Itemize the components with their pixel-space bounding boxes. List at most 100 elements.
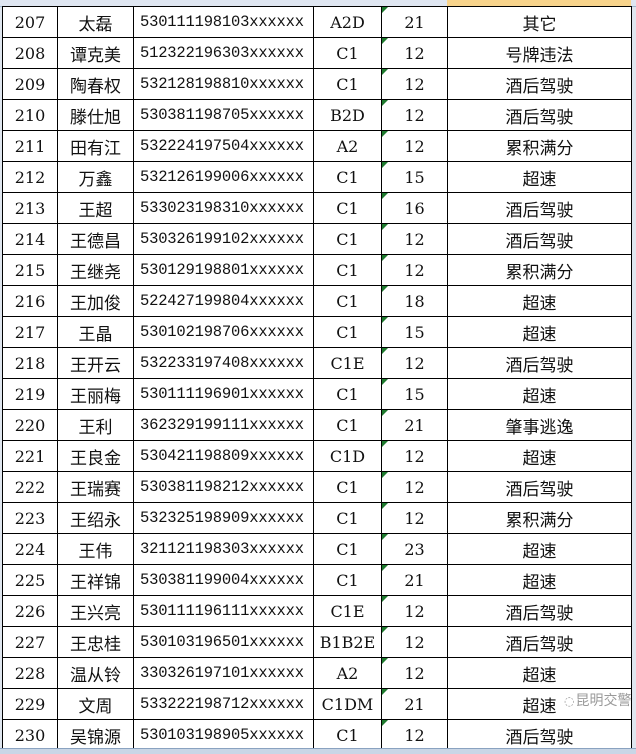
row-number[interactable]: 216 (2, 285, 58, 317)
points-cell[interactable]: 21 (381, 688, 448, 720)
license-class-cell[interactable]: C1 (313, 502, 382, 534)
name-cell[interactable]: 温从铃 (57, 657, 134, 689)
id-number-cell[interactable]: 530326199102xxxxxx (133, 223, 314, 255)
name-cell[interactable]: 王兴亮 (57, 595, 134, 627)
points-cell[interactable]: 12 (381, 471, 448, 503)
violation-reason-cell[interactable]: 累积满分 (447, 254, 632, 286)
license-class-cell[interactable]: C1 (313, 378, 382, 410)
id-number-cell[interactable]: 530111196111xxxxxx (133, 595, 314, 627)
name-cell[interactable]: 万鑫 (57, 161, 134, 193)
id-number-cell[interactable]: 362329199111xxxxxx (133, 409, 314, 441)
row-number[interactable]: 218 (2, 347, 58, 379)
violation-reason-cell[interactable]: 酒后驾驶 (447, 719, 632, 751)
name-cell[interactable]: 王德昌 (57, 223, 134, 255)
license-class-cell[interactable]: C1 (313, 409, 382, 441)
id-number-cell[interactable]: 512322196303xxxxxx (133, 37, 314, 69)
points-cell[interactable]: 12 (381, 37, 448, 69)
points-cell[interactable]: 12 (381, 223, 448, 255)
row-number[interactable]: 225 (2, 564, 58, 596)
violation-reason-cell[interactable]: 酒后驾驶 (447, 471, 632, 503)
row-number[interactable]: 211 (2, 130, 58, 162)
sheet-tabs-bar[interactable] (0, 748, 636, 754)
violation-reason-cell[interactable]: 超速 (447, 564, 632, 596)
id-number-cell[interactable]: 530421198809xxxxxx (133, 440, 314, 472)
row-number[interactable]: 229 (2, 688, 58, 720)
license-class-cell[interactable]: C1 (313, 564, 382, 596)
license-class-cell[interactable]: C1 (313, 471, 382, 503)
points-cell[interactable]: 12 (381, 130, 448, 162)
license-class-cell[interactable]: B2D (313, 99, 382, 131)
violation-reason-cell[interactable]: 超速 (447, 688, 632, 720)
license-class-cell[interactable]: C1D (313, 440, 382, 472)
id-number-cell[interactable]: 530103198905xxxxxx (133, 719, 314, 751)
license-class-cell[interactable]: C1E (313, 595, 382, 627)
id-number-cell[interactable]: 532126199006xxxxxx (133, 161, 314, 193)
row-number[interactable]: 214 (2, 223, 58, 255)
name-cell[interactable]: 王加俊 (57, 285, 134, 317)
id-number-cell[interactable]: 321121198303xxxxxx (133, 533, 314, 565)
name-cell[interactable]: 王瑞赛 (57, 471, 134, 503)
points-cell[interactable]: 12 (381, 719, 448, 751)
row-number[interactable]: 223 (2, 502, 58, 534)
license-class-cell[interactable]: A2D (313, 6, 382, 38)
name-cell[interactable]: 王忠桂 (57, 626, 134, 658)
violation-reason-cell[interactable]: 超速 (447, 285, 632, 317)
id-number-cell[interactable]: 530111196901xxxxxx (133, 378, 314, 410)
points-cell[interactable]: 12 (381, 68, 448, 100)
violation-reason-cell[interactable]: 肇事逃逸 (447, 409, 632, 441)
license-class-cell[interactable]: A2 (313, 657, 382, 689)
license-class-cell[interactable]: B1B2E (313, 626, 382, 658)
violation-reason-cell[interactable]: 超速 (447, 440, 632, 472)
license-class-cell[interactable]: C1 (313, 285, 382, 317)
license-class-cell[interactable]: C1 (313, 254, 382, 286)
row-number[interactable]: 220 (2, 409, 58, 441)
name-cell[interactable]: 太磊 (57, 6, 134, 38)
points-cell[interactable]: 15 (381, 378, 448, 410)
row-number[interactable]: 230 (2, 719, 58, 751)
id-number-cell[interactable]: 530381199004xxxxxx (133, 564, 314, 596)
id-number-cell[interactable]: 530111198103xxxxxx (133, 6, 314, 38)
row-number[interactable]: 217 (2, 316, 58, 348)
violation-reason-cell[interactable]: 累积满分 (447, 130, 632, 162)
license-class-cell[interactable]: C1 (313, 316, 382, 348)
name-cell[interactable]: 王祥锦 (57, 564, 134, 596)
violation-reason-cell[interactable]: 酒后驾驶 (447, 626, 632, 658)
id-number-cell[interactable]: 530129198801xxxxxx (133, 254, 314, 286)
name-cell[interactable]: 吴锦源 (57, 719, 134, 751)
violation-reason-cell[interactable]: 超速 (447, 161, 632, 193)
name-cell[interactable]: 王丽梅 (57, 378, 134, 410)
row-number[interactable]: 226 (2, 595, 58, 627)
name-cell[interactable]: 王利 (57, 409, 134, 441)
row-number[interactable]: 228 (2, 657, 58, 689)
name-cell[interactable]: 谭克美 (57, 37, 134, 69)
license-class-cell[interactable]: C1 (313, 192, 382, 224)
row-number[interactable]: 210 (2, 99, 58, 131)
name-cell[interactable]: 王开云 (57, 347, 134, 379)
violation-reason-cell[interactable]: 酒后驾驶 (447, 99, 632, 131)
violation-reason-cell[interactable]: 累积满分 (447, 502, 632, 534)
name-cell[interactable]: 文周 (57, 688, 134, 720)
name-cell[interactable]: 王晶 (57, 316, 134, 348)
row-number[interactable]: 207 (2, 6, 58, 38)
points-cell[interactable]: 12 (381, 502, 448, 534)
id-number-cell[interactable]: 532233197408xxxxxx (133, 347, 314, 379)
points-cell[interactable]: 12 (381, 595, 448, 627)
name-cell[interactable]: 陶春权 (57, 68, 134, 100)
name-cell[interactable]: 滕仕旭 (57, 99, 134, 131)
violation-reason-cell[interactable]: 酒后驾驶 (447, 595, 632, 627)
violation-reason-cell[interactable]: 酒后驾驶 (447, 347, 632, 379)
points-cell[interactable]: 12 (381, 626, 448, 658)
name-cell[interactable]: 王绍永 (57, 502, 134, 534)
license-class-cell[interactable]: C1E (313, 347, 382, 379)
license-class-cell[interactable]: C1 (313, 533, 382, 565)
id-number-cell[interactable]: 530381198212xxxxxx (133, 471, 314, 503)
points-cell[interactable]: 12 (381, 99, 448, 131)
row-number[interactable]: 208 (2, 37, 58, 69)
license-class-cell[interactable]: C1 (313, 68, 382, 100)
row-number[interactable]: 213 (2, 192, 58, 224)
license-class-cell[interactable]: C1DM (313, 688, 382, 720)
points-cell[interactable]: 21 (381, 409, 448, 441)
row-number[interactable]: 227 (2, 626, 58, 658)
violation-reason-cell[interactable]: 酒后驾驶 (447, 192, 632, 224)
name-cell[interactable]: 王超 (57, 192, 134, 224)
